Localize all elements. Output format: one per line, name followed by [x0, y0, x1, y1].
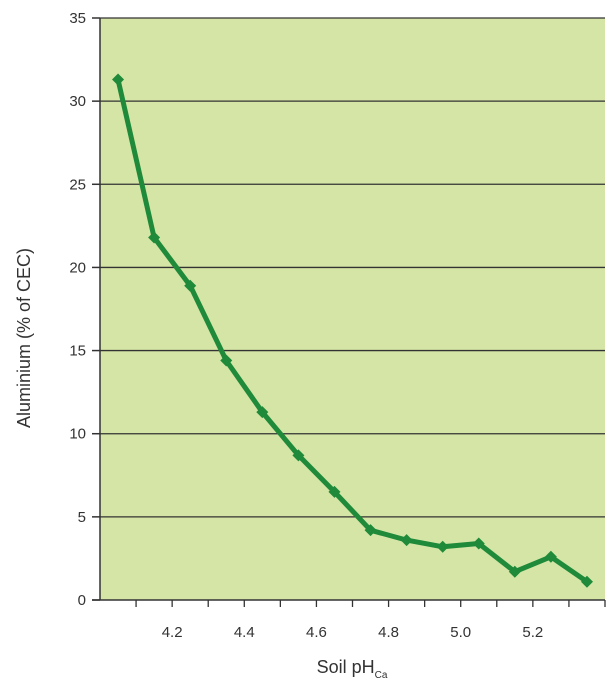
data-point [364, 524, 377, 537]
data-point [436, 540, 449, 553]
data-point [292, 449, 305, 462]
x-tick-label: 4.8 [378, 624, 399, 641]
data-point [148, 231, 161, 244]
series-line [115, 77, 590, 585]
data-point [400, 534, 413, 547]
data-point [112, 73, 125, 86]
x-axis-title: Soil pHCa [317, 657, 388, 681]
x-tick-label: 4.4 [234, 624, 255, 641]
data-point [544, 550, 557, 563]
series [112, 73, 593, 588]
y-tick-label: 35 [69, 10, 86, 27]
axes [92, 18, 605, 601]
x-tick-label: 5.0 [450, 624, 471, 641]
y-tick-label: 5 [78, 509, 86, 526]
data-point [256, 406, 269, 419]
y-tick-label: 10 [69, 426, 86, 443]
data-point [472, 537, 485, 550]
y-axis-ticks: 0 5 10 15 20 25 30 35 [69, 10, 100, 609]
data-point [580, 575, 593, 588]
plot-area [100, 18, 605, 600]
y-tick-label: 25 [69, 176, 86, 193]
y-tick-label: 30 [69, 93, 86, 110]
x-axis-title-main: Soil pH [317, 657, 375, 677]
data-point [220, 354, 233, 367]
x-axis-ticks: 4.2 4.4 4.6 4.8 5.0 5.2 [135, 600, 606, 641]
y-axis-title: Aluminium (% of CEC) [14, 248, 34, 428]
data-point [508, 565, 521, 578]
data-point [328, 485, 341, 498]
y-tick-label: 0 [78, 592, 86, 609]
x-tick-label: 4.2 [162, 624, 183, 641]
y-tick-label: 15 [69, 343, 86, 360]
gridlines [100, 17, 605, 518]
x-tick-label: 4.6 [306, 624, 327, 641]
x-axis-title-subscript: Ca [375, 670, 388, 681]
x-tick-label: 5.2 [522, 624, 543, 641]
y-tick-label: 20 [69, 259, 86, 276]
data-point [184, 279, 197, 292]
